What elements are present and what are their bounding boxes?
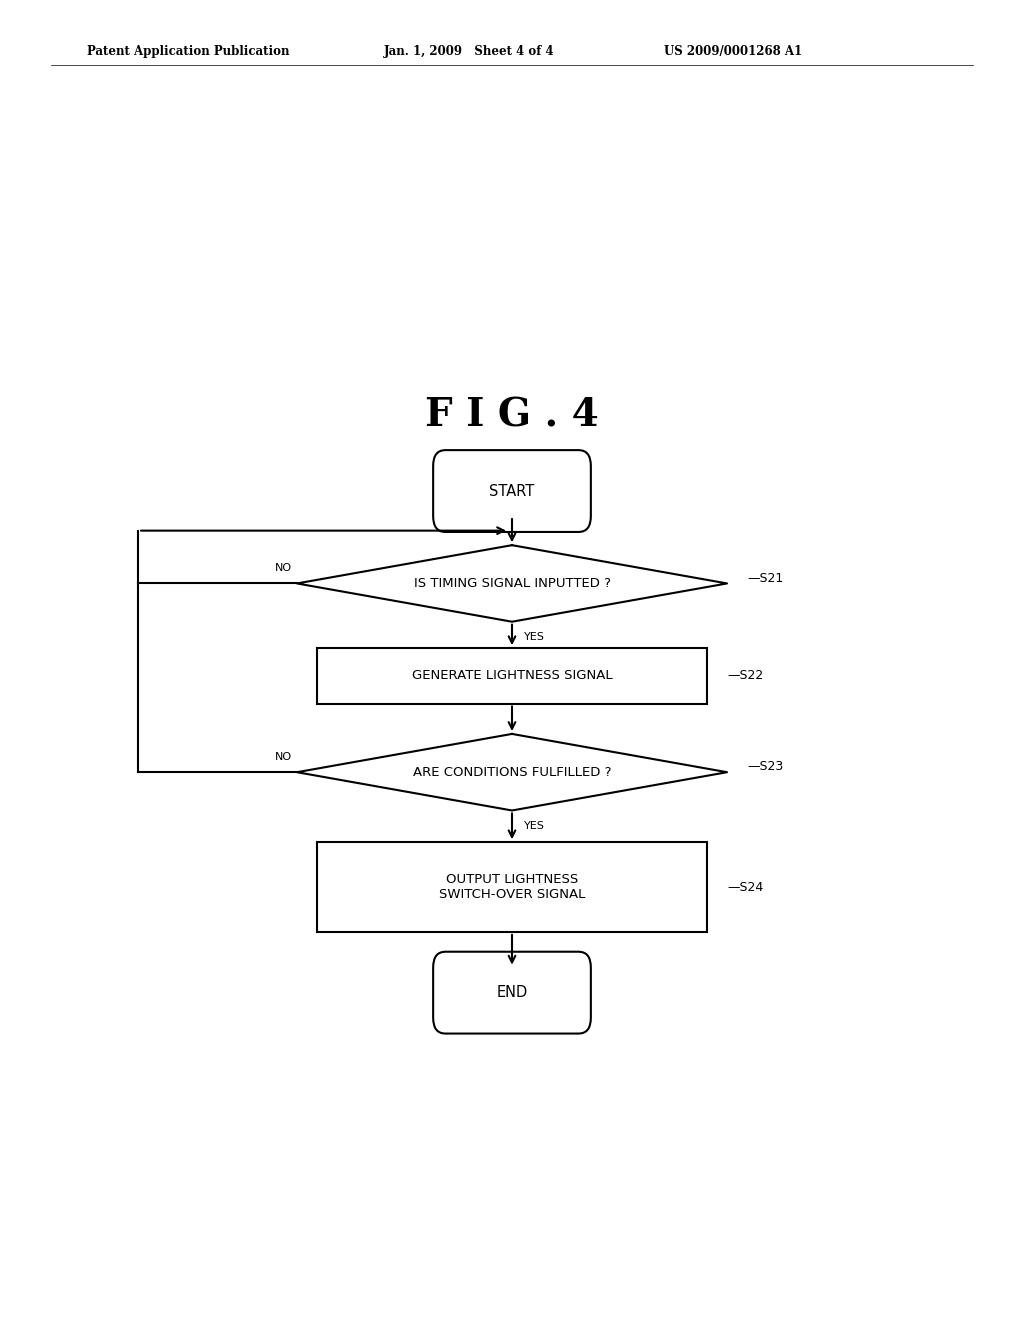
Text: OUTPUT LIGHTNESS
SWITCH-OVER SIGNAL: OUTPUT LIGHTNESS SWITCH-OVER SIGNAL [439, 873, 585, 902]
Text: —S22: —S22 [727, 669, 763, 682]
Bar [317, 842, 707, 932]
Text: F I G . 4: F I G . 4 [425, 397, 599, 434]
Text: —S21: —S21 [748, 572, 783, 585]
Polygon shape [297, 545, 727, 622]
Text: —S23: —S23 [748, 760, 783, 774]
Text: ARE CONDITIONS FULFILLED ?: ARE CONDITIONS FULFILLED ? [413, 766, 611, 779]
Text: Jan. 1, 2009   Sheet 4 of 4: Jan. 1, 2009 Sheet 4 of 4 [384, 45, 555, 58]
Text: NO: NO [274, 562, 292, 573]
FancyBboxPatch shape [433, 450, 591, 532]
Text: GENERATE LIGHTNESS SIGNAL: GENERATE LIGHTNESS SIGNAL [412, 669, 612, 682]
Text: YES: YES [524, 821, 545, 832]
Text: START: START [489, 483, 535, 499]
Text: Patent Application Publication: Patent Application Publication [87, 45, 290, 58]
Text: NO: NO [274, 751, 292, 762]
Text: US 2009/0001268 A1: US 2009/0001268 A1 [664, 45, 802, 58]
Text: YES: YES [524, 632, 545, 643]
FancyBboxPatch shape [433, 952, 591, 1034]
Text: END: END [497, 985, 527, 1001]
Bar [317, 648, 707, 704]
Text: —S24: —S24 [727, 880, 763, 894]
Polygon shape [297, 734, 727, 810]
Text: IS TIMING SIGNAL INPUTTED ?: IS TIMING SIGNAL INPUTTED ? [414, 577, 610, 590]
